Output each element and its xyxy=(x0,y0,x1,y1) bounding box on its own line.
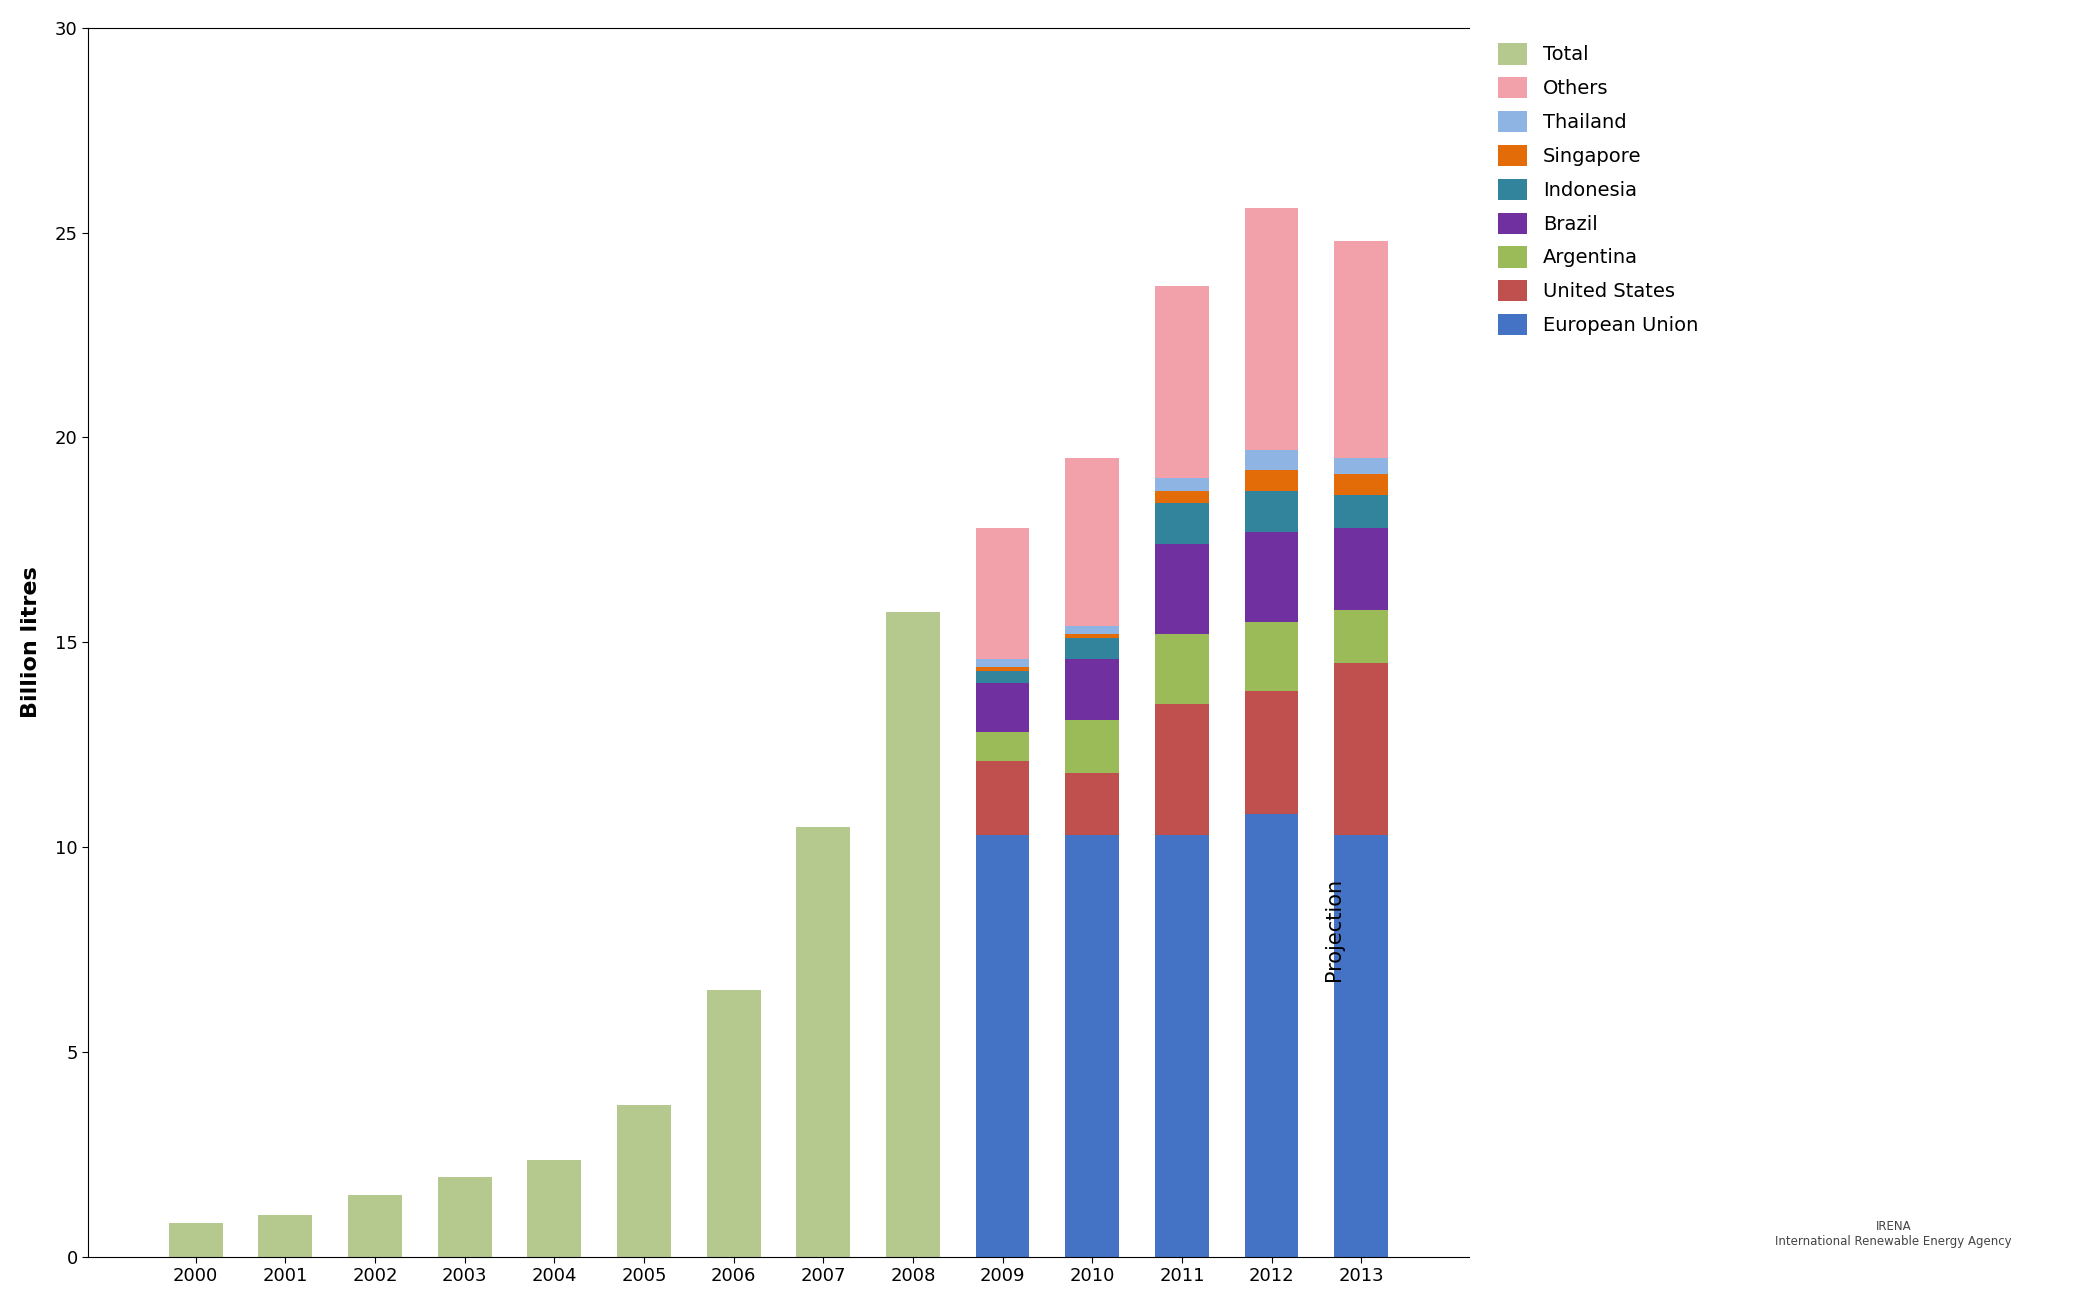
Bar xyxy=(1244,532,1299,622)
Bar xyxy=(1065,658,1120,720)
Bar xyxy=(1155,503,1209,545)
Bar xyxy=(1334,474,1388,495)
Text: IRENA
International Renewable Energy Agency: IRENA International Renewable Energy Age… xyxy=(1775,1220,2012,1249)
Bar xyxy=(526,1161,581,1256)
Text: Projection: Projection xyxy=(1324,878,1344,981)
Bar xyxy=(1065,626,1120,635)
Bar xyxy=(1334,835,1388,1256)
Bar xyxy=(1065,720,1120,773)
Bar xyxy=(1334,240,1388,458)
Bar xyxy=(976,761,1030,835)
Bar xyxy=(437,1177,491,1256)
Bar xyxy=(1244,815,1299,1256)
Bar xyxy=(976,733,1030,761)
Bar xyxy=(1334,495,1388,528)
Bar xyxy=(1155,635,1209,704)
Bar xyxy=(169,1224,223,1256)
Bar xyxy=(976,671,1030,683)
Bar xyxy=(1334,528,1388,610)
Legend: Total, Others, Thailand, Singapore, Indonesia, Brazil, Argentina, United States,: Total, Others, Thailand, Singapore, Indo… xyxy=(1492,38,1704,341)
Bar xyxy=(1065,458,1120,626)
Bar xyxy=(1065,773,1120,835)
Bar xyxy=(976,835,1030,1256)
Bar xyxy=(1155,704,1209,835)
Bar xyxy=(1244,470,1299,491)
Bar xyxy=(708,990,760,1256)
Bar xyxy=(976,528,1030,658)
Bar xyxy=(887,611,941,1256)
Bar xyxy=(1244,208,1299,449)
Bar xyxy=(1334,610,1388,662)
Bar xyxy=(797,827,851,1256)
Bar xyxy=(1065,835,1120,1256)
Bar xyxy=(1334,662,1388,835)
Bar xyxy=(618,1105,670,1256)
Bar xyxy=(1244,491,1299,532)
Bar xyxy=(976,683,1030,733)
Bar xyxy=(1244,622,1299,691)
Bar xyxy=(348,1195,402,1256)
Bar xyxy=(1155,478,1209,491)
Bar xyxy=(1065,635,1120,639)
Bar xyxy=(258,1215,312,1256)
Bar xyxy=(976,667,1030,671)
Bar xyxy=(1155,835,1209,1256)
Bar xyxy=(1334,458,1388,474)
Bar xyxy=(976,658,1030,667)
Bar xyxy=(1155,491,1209,503)
Y-axis label: Billion litres: Billion litres xyxy=(21,567,42,718)
Bar xyxy=(1155,286,1209,478)
Bar xyxy=(1244,449,1299,470)
Bar xyxy=(1244,691,1299,815)
Bar xyxy=(1065,639,1120,658)
Bar xyxy=(1155,545,1209,635)
